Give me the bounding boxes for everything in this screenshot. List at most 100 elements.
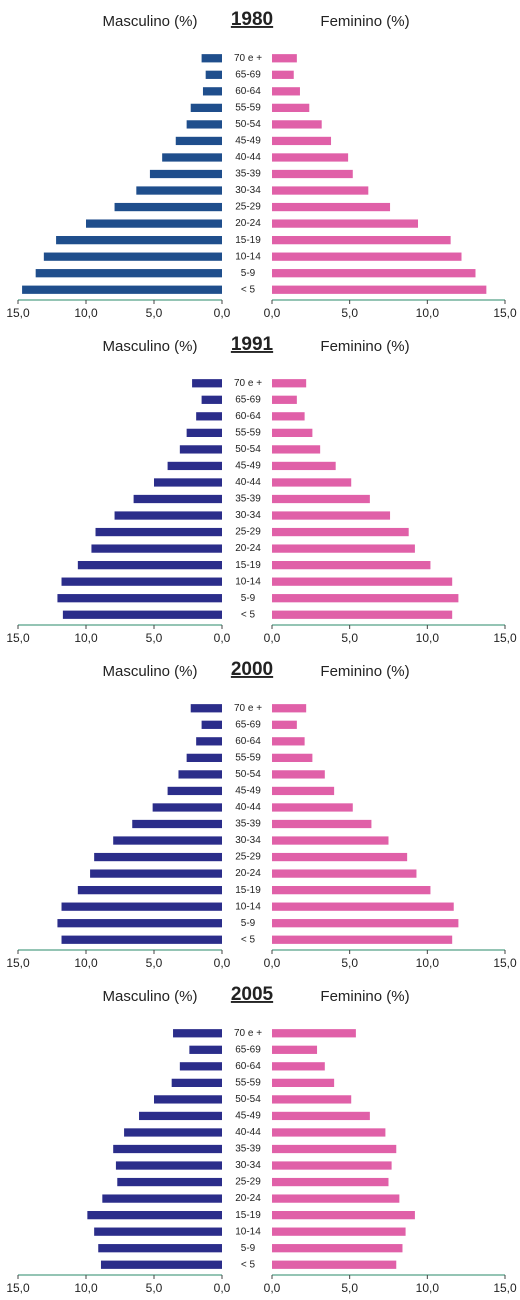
- x-tick-label: 15,0: [493, 306, 517, 320]
- bar: [272, 610, 453, 619]
- bar: [272, 494, 370, 504]
- bar: [205, 70, 222, 79]
- bar: [77, 886, 222, 895]
- x-tick-label: 0,0: [214, 306, 231, 320]
- chart-title: 1991: [231, 334, 274, 355]
- bar: [272, 70, 294, 79]
- legend-label: Feminino (%): [320, 338, 409, 355]
- bar: [272, 103, 310, 112]
- legend-label: Feminino (%): [320, 663, 409, 680]
- bar: [272, 1177, 389, 1187]
- bar: [171, 1078, 222, 1087]
- bar: [272, 219, 419, 228]
- category-label: 5-9: [241, 268, 256, 279]
- bar: [192, 379, 222, 388]
- bar: [272, 594, 459, 603]
- bar: [272, 1161, 392, 1170]
- bar: [154, 1095, 222, 1104]
- category-label: 60-64: [235, 736, 261, 747]
- x-tick-label: 15,0: [6, 956, 30, 970]
- bar: [272, 786, 335, 796]
- category-label: 70 e +: [234, 703, 262, 714]
- category-label: 55-59: [235, 103, 261, 114]
- x-tick-label: 5,0: [341, 306, 358, 320]
- bar: [132, 819, 222, 829]
- category-label: 30-34: [235, 1160, 261, 1171]
- chart-title: 2000: [231, 659, 273, 680]
- category-label: 25-29: [235, 202, 261, 213]
- category-label: 70 e +: [234, 1028, 262, 1039]
- category-label: 45-49: [235, 136, 261, 147]
- bar: [152, 803, 222, 812]
- bar: [136, 186, 222, 195]
- category-label: 65-69: [235, 1044, 261, 1055]
- bar: [113, 1144, 222, 1154]
- category-label: 5-9: [241, 1243, 256, 1254]
- category-label: 50-54: [235, 1094, 261, 1105]
- bar: [272, 202, 391, 212]
- bar: [272, 720, 297, 729]
- bar: [272, 1260, 397, 1269]
- bar: [272, 1029, 356, 1038]
- category-label: 40-44: [235, 477, 261, 488]
- bar: [272, 1045, 318, 1054]
- bar: [201, 395, 222, 404]
- bar: [179, 445, 222, 454]
- x-tick-label: 10,0: [74, 631, 98, 645]
- bar: [272, 120, 322, 129]
- bar: [272, 1244, 403, 1253]
- bar: [124, 1128, 222, 1137]
- legend-label: Masculino (%): [102, 13, 197, 30]
- x-tick-label: 0,0: [214, 956, 231, 970]
- category-label: < 5: [241, 284, 256, 295]
- bar: [272, 544, 415, 553]
- bar: [87, 1211, 222, 1220]
- category-label: 25-29: [235, 1177, 261, 1188]
- bar: [272, 1111, 370, 1121]
- category-label: 25-29: [235, 527, 261, 538]
- category-label: 35-39: [235, 1144, 261, 1155]
- x-tick-label: 15,0: [6, 631, 30, 645]
- bar: [272, 236, 451, 245]
- bar: [272, 803, 353, 812]
- bar: [272, 395, 297, 404]
- bar: [113, 836, 222, 845]
- category-label: 15-19: [235, 560, 261, 571]
- bar: [272, 561, 431, 570]
- bar: [95, 527, 222, 537]
- x-tick-label: 15,0: [6, 1281, 30, 1295]
- category-label: 20-24: [235, 543, 261, 554]
- bar: [272, 1227, 406, 1236]
- category-label: 55-59: [235, 753, 261, 764]
- x-tick-label: 5,0: [341, 631, 358, 645]
- bar: [272, 737, 305, 746]
- bar: [86, 219, 222, 228]
- bar: [272, 1078, 335, 1087]
- bar: [22, 285, 222, 294]
- bar: [196, 412, 222, 421]
- category-label: 60-64: [235, 1061, 261, 1072]
- category-label: 70 e +: [234, 378, 262, 389]
- bar: [178, 770, 222, 779]
- category-label: 65-69: [235, 394, 261, 405]
- category-label: 35-39: [235, 169, 261, 180]
- bar: [114, 511, 222, 520]
- bar: [167, 461, 222, 471]
- bar: [272, 1095, 352, 1104]
- category-label: 70 e +: [234, 53, 262, 64]
- category-label: 35-39: [235, 494, 261, 505]
- category-label: 65-69: [235, 719, 261, 730]
- category-label: 5-9: [241, 918, 256, 929]
- bar: [35, 269, 223, 278]
- bar: [186, 753, 222, 762]
- category-label: 20-24: [235, 868, 261, 879]
- pyramid-panel: 2000 Masculino (%) Feminino (%) < 5 5-9 10-14…: [6, 659, 517, 970]
- pyramid-panel: 2005 Masculino (%) Feminino (%) < 5 5-9 10-14…: [6, 984, 517, 1295]
- bar: [61, 902, 222, 911]
- x-tick-label: 15,0: [493, 956, 517, 970]
- category-label: < 5: [241, 1259, 256, 1270]
- bar: [167, 786, 222, 796]
- legend-label: Feminino (%): [320, 988, 409, 1005]
- category-label: 45-49: [235, 461, 261, 472]
- x-tick-label: 15,0: [493, 631, 517, 645]
